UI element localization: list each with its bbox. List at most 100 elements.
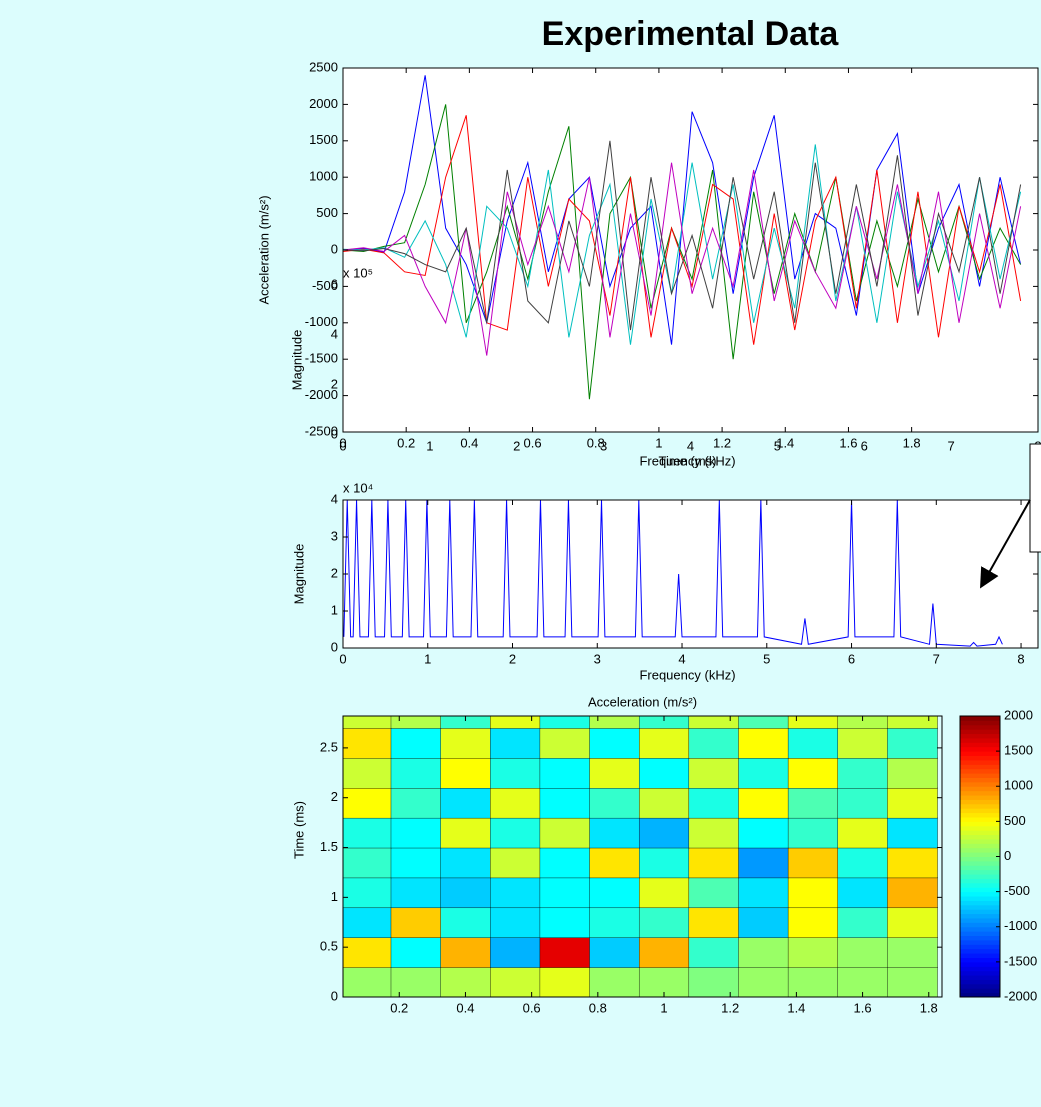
x-tick-label: 1 <box>426 438 433 453</box>
contour-cell <box>440 727 491 759</box>
colorbar-strip <box>960 746 1000 752</box>
colorbar-strip <box>960 825 1000 831</box>
contour-cell <box>738 817 789 849</box>
colorbar-strip <box>960 799 1000 805</box>
callout-box <box>1029 443 1041 553</box>
contour-cell <box>688 716 740 729</box>
colorbar-strip <box>960 812 1000 818</box>
contour-cell <box>738 937 789 968</box>
contour-cell <box>787 937 839 968</box>
contour-cell <box>490 757 541 789</box>
colorbar-strip <box>960 834 1000 840</box>
y-tick-label: 0.5 <box>320 939 338 954</box>
x-tick-label: 0.8 <box>587 435 605 450</box>
contour-cell <box>638 847 690 879</box>
colorbar-strip <box>960 979 1000 985</box>
colorbar-label: -1500 <box>1004 953 1037 968</box>
contour-cell <box>837 716 889 729</box>
x-tick-label: 0.2 <box>390 1000 408 1015</box>
contour-cell <box>539 716 591 729</box>
colorbar-strip <box>960 939 1000 945</box>
contour-cell <box>837 817 889 849</box>
contour-cell <box>738 877 789 909</box>
contour-cell <box>539 817 591 849</box>
chart: -2000 -1500 -1000 -500 0 500 1000 1500 2000 0.2 0.… <box>291 694 1037 1015</box>
colorbar-strip <box>960 966 1000 972</box>
contour-cell <box>343 966 392 997</box>
colorbar-strip <box>960 768 1000 774</box>
colorbar-strip <box>960 983 1000 989</box>
x-tick-label: 1.2 <box>713 435 731 450</box>
x-tick-label: 0 <box>339 435 346 450</box>
colorbar-strip <box>960 720 1000 726</box>
contour-cell <box>343 727 392 759</box>
colorbar-strip <box>960 816 1000 822</box>
colorbar-strip <box>960 764 1000 770</box>
y-tick-label: 6 <box>331 276 338 291</box>
contour-cell <box>887 817 938 849</box>
contour-cell <box>688 817 740 849</box>
colorbar-strip <box>960 843 1000 849</box>
colorbar-strip <box>960 790 1000 796</box>
y-tick-label: 4 <box>331 326 338 341</box>
contour-cell <box>638 937 690 968</box>
x-tick-label: 1.4 <box>776 435 794 450</box>
colorbar-strip <box>960 759 1000 765</box>
contour-cell <box>343 937 392 968</box>
y-axis-label: Magnitude <box>291 544 306 605</box>
colorbar-label: -1000 <box>1004 918 1037 933</box>
x-tick-label: 1 <box>655 435 662 450</box>
x-tick-label: 7 <box>933 651 940 666</box>
x-tick-label: 1 <box>424 651 431 666</box>
x-tick-label: 1.6 <box>839 435 857 450</box>
contour-cell <box>887 716 938 729</box>
colorbar-strip <box>960 904 1000 910</box>
contour-cell <box>638 907 690 938</box>
contour-cell <box>887 937 938 968</box>
contour-cell <box>589 727 640 759</box>
x-tick-label: 1 <box>660 1000 667 1015</box>
contour-cell <box>390 757 442 789</box>
contour-cell <box>390 787 442 819</box>
contour-cell <box>490 787 541 819</box>
contour-cell <box>738 966 789 997</box>
contour-cell <box>589 847 640 879</box>
colorbar-strip <box>960 887 1000 893</box>
contour-cell <box>490 966 541 997</box>
colorbar-label: 1000 <box>1004 778 1033 793</box>
contour-cell <box>390 937 442 968</box>
colorbar-strip <box>960 781 1000 787</box>
y-exponent: x 10⁵ <box>343 265 373 280</box>
contour-cell <box>887 787 938 819</box>
contour-cell <box>390 716 442 729</box>
y-tick-label: 3 <box>331 528 338 543</box>
colorbar-label: -500 <box>1004 883 1030 898</box>
x-tick-label: 2 <box>509 651 516 666</box>
contour-cell <box>390 817 442 849</box>
x-tick-label: 0.2 <box>397 435 415 450</box>
x-tick-label: 3 <box>594 651 601 666</box>
contour-cell <box>787 877 839 909</box>
contour-cell <box>738 757 789 789</box>
colorbar-strip <box>960 896 1000 901</box>
contour-cell <box>390 727 442 759</box>
y-tick-label: -2500 <box>305 423 338 438</box>
x-tick-label: 6 <box>861 438 868 453</box>
plot-area <box>343 75 1022 400</box>
x-tick-label: 2 <box>513 438 520 453</box>
x-tick-label: 6 <box>848 651 855 666</box>
contour-cell <box>837 757 889 789</box>
x-tick-label: 1.8 <box>903 435 921 450</box>
colorbar-strip <box>960 860 1000 866</box>
contour-cell <box>638 727 690 759</box>
colorbar-strip <box>960 975 1000 980</box>
x-tick-label: 3 <box>600 438 607 453</box>
contour-cell <box>638 817 690 849</box>
contour-cell <box>343 817 392 849</box>
plot-area <box>343 500 1003 647</box>
contour-cell <box>688 937 740 968</box>
contour-cell <box>539 907 591 938</box>
contour-cell <box>638 716 690 729</box>
